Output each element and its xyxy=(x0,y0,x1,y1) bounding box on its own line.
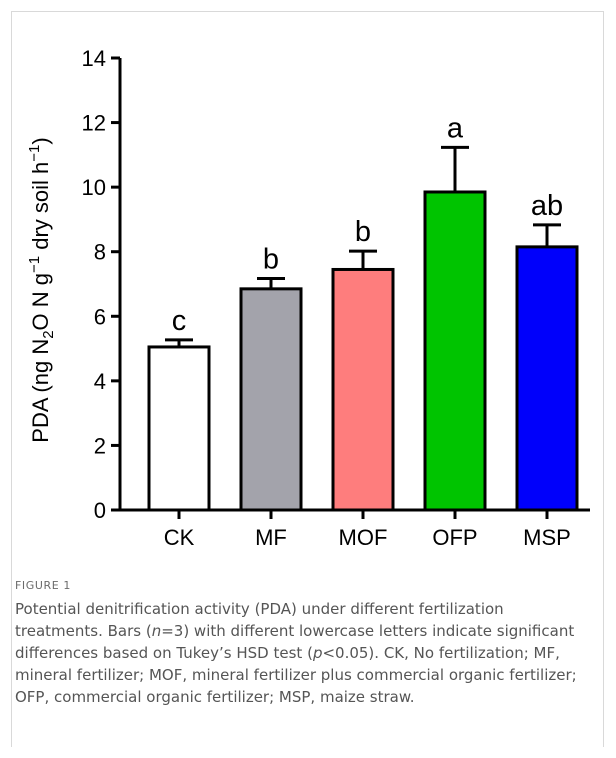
x-tick-label: MOF xyxy=(339,525,388,550)
x-tick-label: CK xyxy=(164,525,195,550)
y-tick-label: 10 xyxy=(82,175,106,200)
figure-caption: Potential denitrification activity (PDA)… xyxy=(15,600,577,706)
bar-rect xyxy=(515,245,579,512)
bar-rect xyxy=(239,287,303,512)
bar-ck: c xyxy=(147,305,211,512)
y-tick-label: 14 xyxy=(82,46,106,71)
y-tick-label: 0 xyxy=(94,498,106,523)
bar-ofp: a xyxy=(423,112,487,512)
bars: c b b a ab xyxy=(147,112,579,512)
bar-rect xyxy=(147,345,211,512)
bar-mf: b xyxy=(239,244,303,512)
significance-letter: c xyxy=(172,305,187,337)
y-tick-label: 6 xyxy=(94,304,106,329)
y-tick-label: 12 xyxy=(82,111,106,136)
significance-letter: ab xyxy=(531,190,563,222)
y-tick-label: 2 xyxy=(94,433,106,458)
bar-msp: ab xyxy=(515,190,579,512)
x-tick-label: OFP xyxy=(432,525,477,550)
bar-rect xyxy=(331,267,395,512)
figure-frame xyxy=(11,11,604,747)
x-axis: CK MF MOF OFP MSP xyxy=(118,508,590,550)
y-axis-label: PDA (ng N2O N g−1 dry soil h−1) xyxy=(26,137,57,442)
x-tick-label: MF xyxy=(255,525,287,550)
y-tick-label: 8 xyxy=(94,240,106,265)
bar-rect xyxy=(423,190,487,512)
significance-letter: b xyxy=(263,244,279,276)
significance-letter: a xyxy=(447,112,464,144)
figure-label: FIGURE 1 xyxy=(15,579,72,592)
bar-chart: 0 2 4 6 8 10 12 14 CK MF MOF OFP MSP c b b a ab PDA (ng… xyxy=(26,46,590,550)
y-tick-label: 4 xyxy=(94,369,106,394)
x-tick-label: MSP xyxy=(523,525,571,550)
significance-letter: b xyxy=(355,216,371,248)
y-axis: 0 2 4 6 8 10 12 14 xyxy=(82,46,122,523)
bar-mof: b xyxy=(331,216,395,512)
